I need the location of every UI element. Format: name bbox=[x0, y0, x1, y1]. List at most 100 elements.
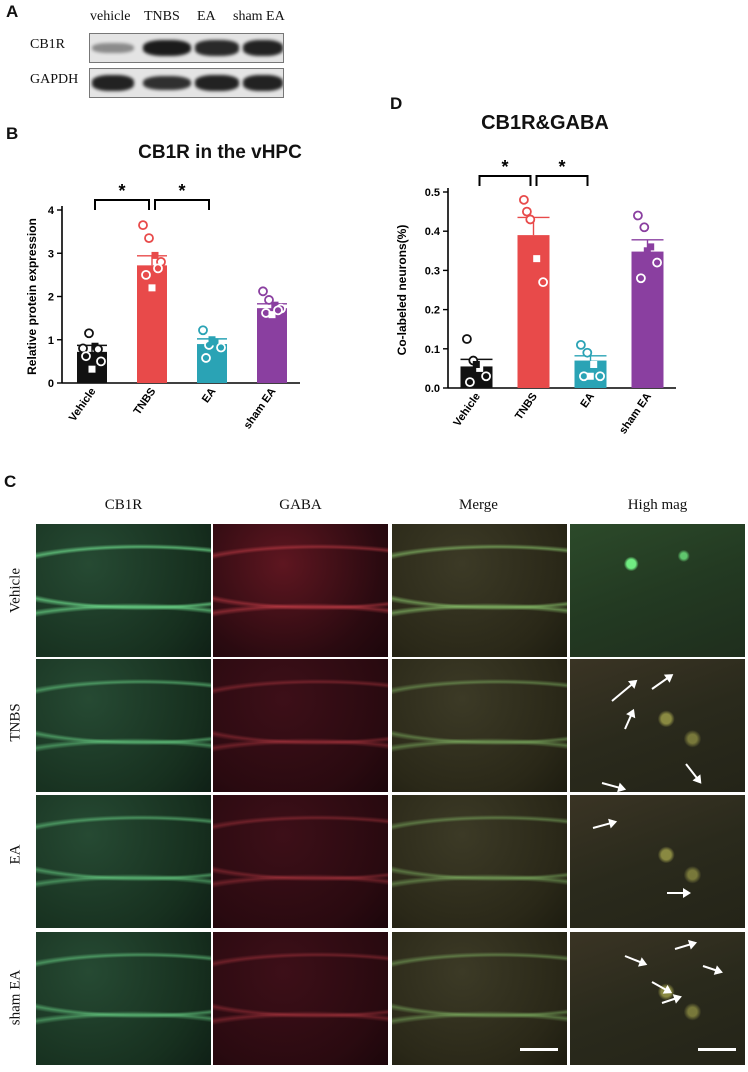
chart-b-data-point bbox=[153, 263, 163, 274]
chart-b-data-point bbox=[84, 328, 94, 339]
lane-label-vehicle: vehicle bbox=[90, 9, 131, 24]
micrograph-merge-3 bbox=[392, 932, 567, 1065]
row-label-vehicle: Vehicle bbox=[7, 568, 24, 613]
chart-b-data-point bbox=[268, 311, 276, 319]
chart-b-data-point bbox=[93, 344, 103, 355]
chart-b-data-point bbox=[88, 365, 96, 373]
row-label-sham-ea: sham EA bbox=[7, 969, 24, 1026]
chart-d-data-point bbox=[521, 206, 532, 217]
chart-b-bar bbox=[137, 265, 167, 383]
lane-label-tnbs: TNBS bbox=[144, 9, 180, 24]
chart-d-data-point bbox=[639, 222, 650, 233]
chart-b-data-point bbox=[216, 342, 226, 353]
colocalization-arrow bbox=[667, 888, 691, 898]
lane-label-ea: EA bbox=[197, 9, 216, 24]
micrograph-red-3 bbox=[213, 932, 388, 1065]
micrograph-green-1 bbox=[36, 659, 211, 792]
cb1r-band bbox=[243, 40, 283, 56]
chart-b-data-point bbox=[198, 325, 208, 336]
chart-d-data-point bbox=[472, 360, 480, 368]
chart-d-data-point bbox=[575, 339, 586, 350]
chart-b-data-point bbox=[138, 220, 148, 231]
chart-d-y-tick-label: 0.3 bbox=[425, 265, 440, 277]
chart-b-category-label: TNBS bbox=[131, 386, 158, 417]
chart-d-data-point bbox=[595, 371, 606, 382]
chart-d-y-axis-label: Co-labeled neurons(%) bbox=[395, 225, 409, 356]
chart-d-y-tick-label: 0.5 bbox=[425, 187, 440, 199]
chart-d-data-point bbox=[632, 210, 643, 221]
micrograph-high-0 bbox=[570, 524, 745, 657]
cb1r-band bbox=[143, 40, 191, 56]
chart-d-data-point bbox=[647, 243, 655, 251]
chart-b-data-point bbox=[78, 343, 88, 354]
chart-d-data-point bbox=[582, 347, 593, 358]
micrograph-merge-2 bbox=[392, 795, 567, 928]
chart-b-title: CB1R in the vHPC bbox=[138, 142, 302, 163]
column-header-merge: Merge bbox=[459, 497, 498, 513]
gapdh-band bbox=[92, 75, 134, 91]
micrograph-green-0 bbox=[36, 524, 211, 657]
chart-b-significance-bracket bbox=[154, 199, 210, 210]
chart-b-category-label: EA bbox=[200, 386, 219, 405]
panel-a-letter: A bbox=[6, 2, 19, 21]
chart-d-significance-bracket bbox=[478, 175, 532, 186]
chart-b-y-tick-label: 0 bbox=[48, 378, 54, 390]
chart-b-significance-bracket bbox=[94, 199, 150, 210]
chart-d-category-label: Vehicle bbox=[451, 391, 483, 429]
micrograph-green-2 bbox=[36, 795, 211, 928]
chart-d-data-point bbox=[586, 372, 594, 380]
chart-d-y-tick-label: 0.0 bbox=[425, 383, 440, 395]
chart-b-data-point bbox=[258, 286, 268, 297]
micrograph-merge-0 bbox=[392, 524, 567, 657]
chart-b-data-point bbox=[96, 356, 106, 367]
chart-d-data-point bbox=[481, 371, 491, 382]
row-label-ea: EA bbox=[7, 844, 24, 865]
chart-d-title: CB1R&GABA bbox=[481, 112, 609, 134]
chart-b-data-point bbox=[271, 301, 279, 309]
chart-d-y-tick-label: 0.2 bbox=[425, 305, 440, 317]
chart-d-data-point bbox=[652, 257, 663, 268]
gapdh-band bbox=[195, 75, 239, 91]
micrograph-merge-1 bbox=[392, 659, 567, 792]
chart-b-data-point bbox=[208, 336, 216, 344]
cb1r-blot-strip bbox=[89, 33, 284, 63]
gapdh-blot-strip bbox=[89, 68, 284, 98]
scale-bar-high-mag bbox=[698, 1048, 736, 1051]
chart-d-data-point bbox=[590, 360, 598, 368]
column-header-gaba: GABA bbox=[279, 497, 322, 513]
cb1r-band bbox=[195, 40, 239, 56]
chart-d-data-point bbox=[533, 255, 541, 263]
micrograph-red-1 bbox=[213, 659, 388, 792]
scale-bar bbox=[520, 1048, 558, 1051]
chart-d-plot: 0.0 0.1 0.2 0.3 0.4 0.5 Co-labeled neurons(%) V… bbox=[395, 157, 676, 436]
chart-b-plot: 0 1 2 3 4 Relative protein expression Vehicle T… bbox=[25, 181, 300, 431]
chart-b-data-point bbox=[264, 295, 274, 305]
chart-b-y-tick-label: 2 bbox=[48, 292, 54, 304]
chart-b-data-point bbox=[151, 251, 159, 259]
micrograph-red-2 bbox=[213, 795, 388, 928]
chart-b-y-tick-label: 4 bbox=[48, 205, 55, 217]
micrograph-high-2 bbox=[570, 795, 745, 928]
column-header-high-mag: High mag bbox=[627, 497, 688, 513]
panel-c-letter: C bbox=[4, 472, 17, 491]
chart-b-y-tick-label: 1 bbox=[48, 335, 54, 347]
chart-d-data-point bbox=[476, 364, 484, 372]
chart-d-bar bbox=[631, 251, 664, 388]
blot-row-label-gapdh: GAPDH bbox=[30, 72, 79, 87]
chart-b-significance-star: * bbox=[118, 181, 125, 201]
micrograph-red-0 bbox=[213, 524, 388, 657]
panel-b-letter: B bbox=[6, 124, 19, 143]
micrograph-green-3 bbox=[36, 932, 211, 1065]
chart-d-data-point bbox=[518, 194, 529, 205]
chart-d-data-point bbox=[643, 247, 651, 255]
chart-d-significance-bracket bbox=[535, 175, 589, 186]
chart-b-data-point bbox=[148, 284, 156, 292]
chart-b-data-point bbox=[201, 353, 211, 363]
gapdh-band bbox=[243, 75, 283, 91]
micrograph-high-1 bbox=[570, 659, 745, 792]
chart-d-y-tick-label: 0.1 bbox=[425, 344, 440, 356]
micrograph-high-3 bbox=[570, 932, 745, 1065]
chart-d-category-label: TNBS bbox=[513, 391, 540, 422]
chart-b-y-tick-label: 3 bbox=[48, 248, 54, 260]
chart-d-data-point bbox=[525, 214, 536, 225]
